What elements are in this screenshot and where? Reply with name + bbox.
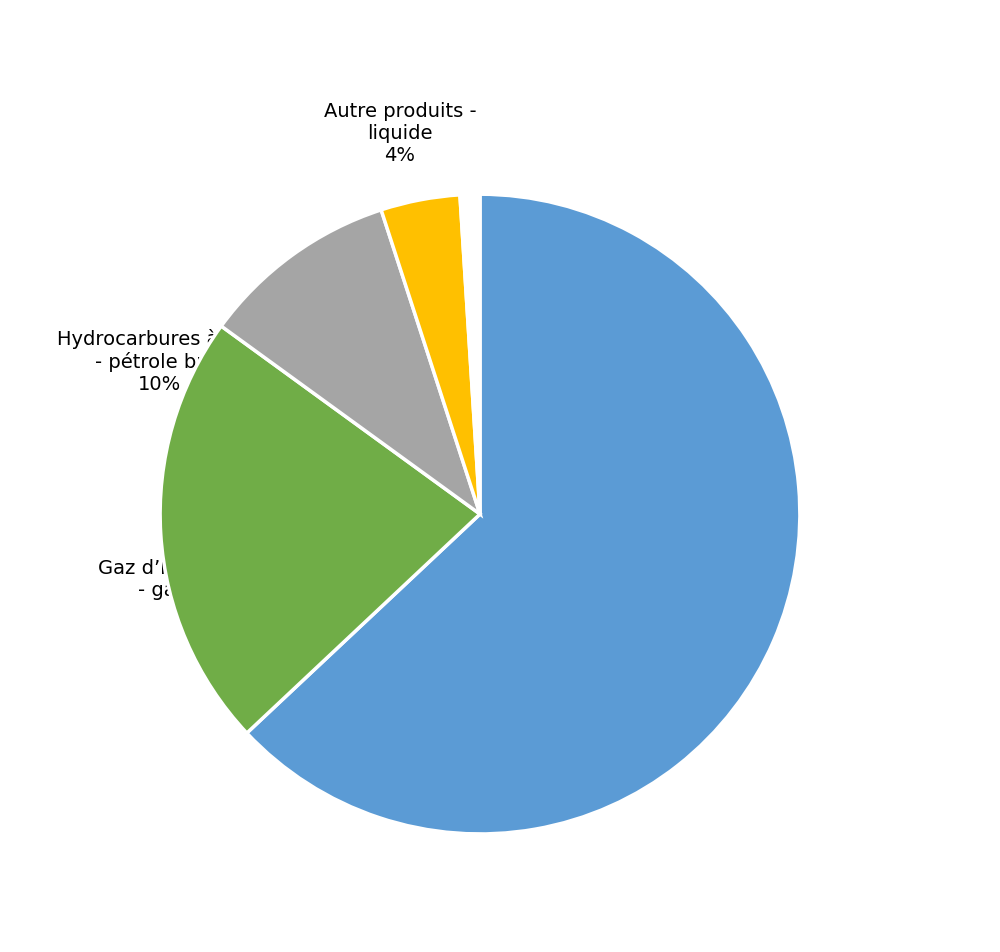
Wedge shape	[160, 327, 480, 733]
Text: Hydrocarbures à BPV
- pétrole brut
10%: Hydrocarbures à BPV - pétrole brut 10%	[57, 329, 263, 394]
Wedge shape	[221, 209, 480, 514]
Wedge shape	[247, 194, 800, 834]
Wedge shape	[460, 194, 480, 514]
Text: Gaz d’hydrocarbures
- gaz naturel
22%: Gaz d’hydrocarbures - gaz naturel 22%	[98, 559, 302, 622]
Text: Sans produit rejeté
63%: Sans produit rejeté 63%	[537, 484, 723, 526]
Wedge shape	[381, 195, 480, 514]
Text: Autre produits -
liquide
4%: Autre produits - liquide 4%	[324, 102, 476, 165]
